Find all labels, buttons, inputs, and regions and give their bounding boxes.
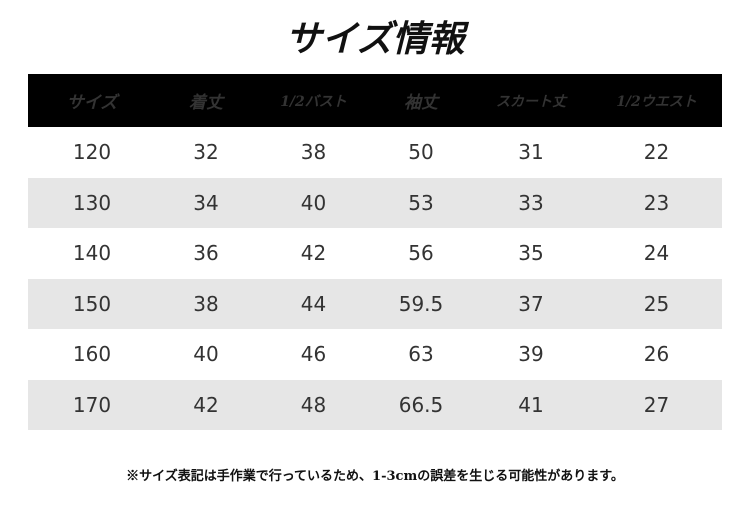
table-cell: 40 xyxy=(193,342,219,367)
table-cell: 38 xyxy=(193,291,219,316)
table-row: 150 38 44 59.5 37 25 xyxy=(28,278,722,329)
table-cell: 42 xyxy=(300,241,327,266)
table-cell: 22 xyxy=(643,140,670,165)
table-cell: 46 xyxy=(300,342,327,367)
table-cell: 37 xyxy=(518,291,544,316)
table-cell: 42 xyxy=(193,392,219,417)
table-cell: 27 xyxy=(643,392,670,417)
table-cell: 66.5 xyxy=(398,392,444,417)
table-cell: 33 xyxy=(518,190,544,215)
table-cell: 56 xyxy=(408,241,434,266)
table-cell: 48 xyxy=(300,392,327,417)
table-cell: 130 xyxy=(72,190,112,215)
table-cell: 32 xyxy=(193,140,219,165)
table-row: 130 34 40 53 33 23 xyxy=(28,177,722,228)
table-cell: 140 xyxy=(72,241,112,266)
table-cell: 23 xyxy=(643,190,670,215)
table-cell: 25 xyxy=(643,291,670,316)
table-cell: 39 xyxy=(518,342,544,367)
table-row: 170 42 48 66.5 41 27 xyxy=(28,379,722,430)
table-cell: 34 xyxy=(193,190,219,215)
table-cell: 31 xyxy=(518,140,544,165)
header-row: サイズ 着丈 1/2バスト 袖丈 スカート丈 1/2ウエスト xyxy=(28,74,722,127)
table-cell: 59.5 xyxy=(398,291,444,316)
column-header: サイズ xyxy=(66,93,118,113)
column-header: 1/2ウエスト xyxy=(616,93,697,110)
footnote: ※サイズ表記は手作業で行っているため、1-3cmの誤差を生じる可能性があります。 xyxy=(126,469,624,484)
column-header: スカート丈 xyxy=(496,93,566,110)
table-cell: 26 xyxy=(643,342,670,367)
table-cell: 53 xyxy=(408,190,434,215)
table-cell: 38 xyxy=(300,140,327,165)
table-cell: 36 xyxy=(193,241,219,266)
table-cell: 40 xyxy=(300,190,327,215)
column-header: 着丈 xyxy=(189,93,223,113)
table-cell: 170 xyxy=(72,392,112,417)
column-header: 1/2バスト xyxy=(280,93,347,110)
table-cell: 120 xyxy=(72,140,112,165)
table-cell: 50 xyxy=(408,140,434,165)
table-cell: 24 xyxy=(643,241,670,266)
table-row: 140 36 42 56 35 24 xyxy=(28,228,722,279)
table-cell: 150 xyxy=(72,291,112,316)
table-row: 160 40 46 63 39 26 xyxy=(28,329,722,380)
column-header: 袖丈 xyxy=(404,93,438,113)
table-cell: 44 xyxy=(300,291,327,316)
table-cell: 160 xyxy=(72,342,112,367)
table-cell: 41 xyxy=(518,392,544,417)
title: サイズ情報 xyxy=(285,18,465,60)
table-cell: 35 xyxy=(518,241,544,266)
size-table: サイズ 着丈 1/2バスト 袖丈 スカート丈 1/2ウエスト 120 32 38 50 31 22 13… xyxy=(28,74,722,430)
table-cell: 63 xyxy=(408,342,434,367)
table-row: 120 32 38 50 31 22 xyxy=(28,127,722,178)
